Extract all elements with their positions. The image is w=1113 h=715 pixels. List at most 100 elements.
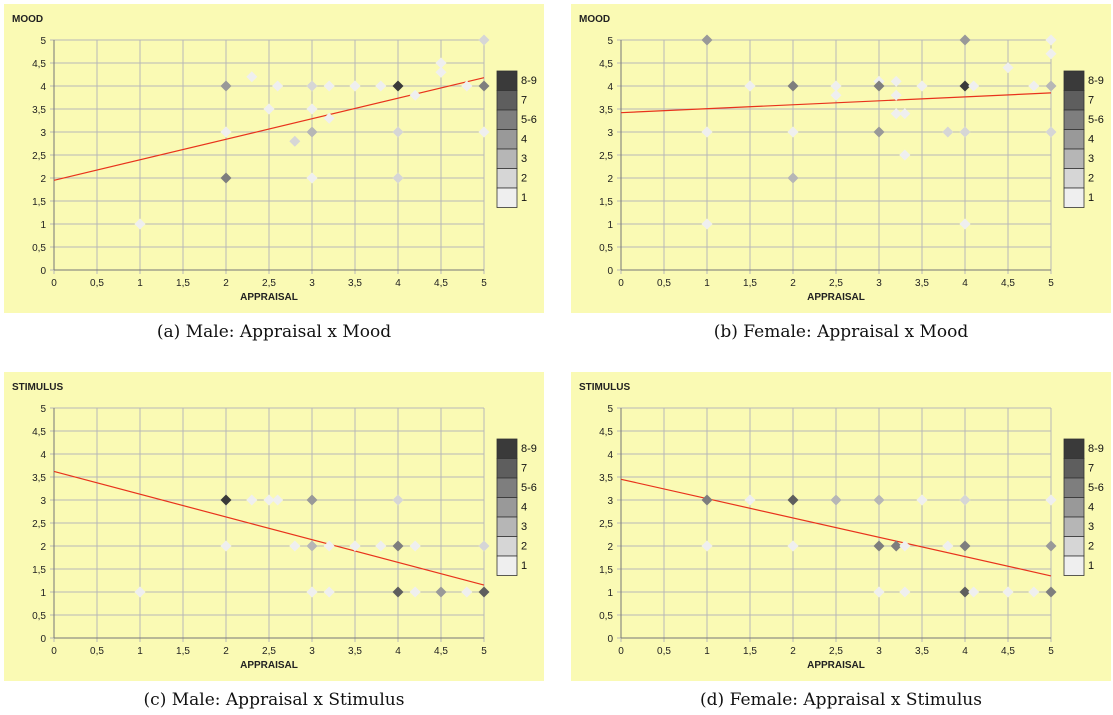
legend-swatch <box>496 555 518 576</box>
data-point <box>968 586 980 598</box>
x-tick-label: 3 <box>309 646 315 657</box>
legend-label: 4 <box>521 502 527 514</box>
legend-label: 4 <box>521 134 527 146</box>
x-tick-label: 1,5 <box>743 278 757 289</box>
legend-swatch <box>1063 536 1085 557</box>
data-point <box>1028 586 1040 598</box>
legend-label: 8-9 <box>521 75 537 87</box>
data-point <box>409 586 421 598</box>
data-point <box>478 540 490 552</box>
x-tick-label: 1 <box>704 646 710 657</box>
legend-label: 2 <box>521 173 527 185</box>
figure-caption: (c) Male: Appraisal x Stimulus <box>143 690 405 710</box>
chart-panel-male-mood: 0 0,5 1 1,5 2 2,5 3 3,5 4 4,5 5 0 0,5 1 1,5 2 2,5 3 3,5 4 4,… <box>4 4 544 347</box>
data-point <box>478 34 490 46</box>
legend-swatch <box>496 438 518 459</box>
data-point <box>1045 34 1057 46</box>
legend-label: 5-6 <box>521 482 537 494</box>
legend-swatch <box>1063 458 1085 479</box>
data-point <box>701 34 713 46</box>
legend-label: 1 <box>521 192 527 204</box>
legend-swatch <box>496 90 518 111</box>
y-tick-label: 3 <box>607 128 613 139</box>
x-tick-label: 0 <box>51 646 57 657</box>
x-tick-label: 2,5 <box>829 646 843 657</box>
legend-label: 5-6 <box>521 114 537 126</box>
y-tick-label: 1,5 <box>32 565 46 576</box>
x-tick-label: 4,5 <box>434 278 448 289</box>
y-tick-label: 3 <box>40 128 46 139</box>
y-tick-label: 4,5 <box>599 59 613 70</box>
data-point <box>873 126 885 138</box>
data-point <box>134 586 146 598</box>
data-point <box>916 494 928 506</box>
data-point <box>478 126 490 138</box>
y-tick-label: 1,5 <box>599 197 613 208</box>
data-point <box>306 103 318 115</box>
legend-swatch <box>496 497 518 518</box>
data-point <box>246 494 258 506</box>
x-tick-label: 2,5 <box>829 278 843 289</box>
y-tick-label: 0 <box>607 634 613 645</box>
x-tick-label: 4 <box>395 278 401 289</box>
y-tick-label: 0 <box>607 266 613 277</box>
data-point <box>1045 494 1057 506</box>
data-point <box>323 80 335 92</box>
legend-label: 8-9 <box>1088 443 1104 455</box>
y-tick-label: 1 <box>607 588 613 599</box>
data-point <box>1045 48 1057 60</box>
x-tick-label: 1,5 <box>176 646 190 657</box>
data-point <box>890 89 902 101</box>
data-point <box>830 89 842 101</box>
y-tick-label: 0 <box>40 634 46 645</box>
y-tick-label: 0,5 <box>32 243 46 254</box>
legend-swatch <box>1063 438 1085 459</box>
data-point <box>787 540 799 552</box>
legend-label: 5-6 <box>1088 114 1104 126</box>
trend-line <box>620 92 1052 114</box>
x-tick-label: 0,5 <box>657 278 671 289</box>
figure-caption: (b) Female: Appraisal x Mood <box>713 322 969 342</box>
legend-label: 2 <box>1088 541 1094 553</box>
data-point <box>787 80 799 92</box>
y-tick-label: 4 <box>607 82 613 93</box>
data-point <box>968 80 980 92</box>
x-tick-label: 3,5 <box>348 278 362 289</box>
legend-swatch <box>496 516 518 537</box>
legend-swatch <box>496 536 518 557</box>
y-tick-label: 5 <box>40 404 46 415</box>
data-point <box>392 126 404 138</box>
y-axis-title: STIMULUS <box>579 382 630 393</box>
data-point <box>323 540 335 552</box>
data-point <box>375 540 387 552</box>
data-point <box>409 89 421 101</box>
legend-swatch <box>1063 109 1085 130</box>
legend-label: 8-9 <box>521 443 537 455</box>
plot-area: 0 0,5 1 1,5 2 2,5 3 3,5 4 4,5 5 0 0,5 1 1,5 2 2,5 3 3,5 4 4,… <box>571 372 1111 681</box>
data-point <box>435 57 447 69</box>
data-point <box>787 172 799 184</box>
chart-panel-male-stimulus: 0 0,5 1 1,5 2 2,5 3 3,5 4 4,5 5 0 0,5 1 1,5 2 2,5 3 3,5 4 4,… <box>4 372 544 715</box>
legend-label: 7 <box>521 463 527 475</box>
legend-swatch <box>496 168 518 189</box>
data-point <box>375 80 387 92</box>
x-tick-label: 4,5 <box>434 646 448 657</box>
x-tick-label: 1 <box>137 646 143 657</box>
x-tick-label: 5 <box>1048 278 1054 289</box>
y-tick-label: 4,5 <box>32 59 46 70</box>
x-axis-title: APPRAISAL <box>240 660 298 671</box>
data-point <box>392 586 404 598</box>
x-tick-label: 4 <box>962 646 968 657</box>
legend-label: 8-9 <box>1088 75 1104 87</box>
data-point <box>942 126 954 138</box>
data-point <box>942 540 954 552</box>
y-tick-label: 3,5 <box>32 105 46 116</box>
y-tick-label: 3 <box>40 496 46 507</box>
data-point <box>220 494 232 506</box>
legend-label: 4 <box>1088 502 1094 514</box>
data-point <box>392 540 404 552</box>
data-point <box>1028 80 1040 92</box>
data-point <box>306 126 318 138</box>
x-tick-label: 4 <box>395 646 401 657</box>
scatter-chart-female-stimulus: 0 0,5 1 1,5 2 2,5 3 3,5 4 4,5 5 0 0,5 1 1,5 2 2,5 3 3,5 4 4,… <box>579 382 1104 671</box>
